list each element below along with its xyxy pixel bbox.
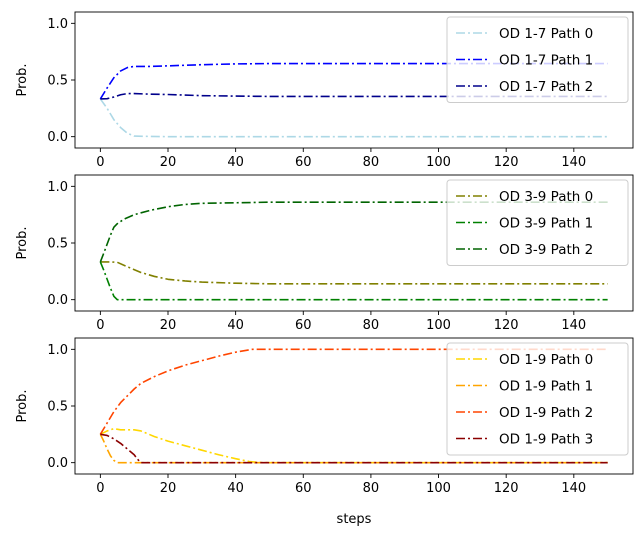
series-group bbox=[99, 348, 608, 464]
x-tick-label: 20 bbox=[160, 155, 177, 170]
legend-box bbox=[446, 342, 629, 456]
x-tick-label: 60 bbox=[295, 481, 312, 496]
legend-label: OD 3-9 Path 0 bbox=[499, 189, 593, 205]
subplot-1: 0 20 40 60 80 100 120 140 0.0 0.5 1.0 Prob. OD 1-7 P… bbox=[15, 11, 634, 170]
subplot-3: 0 20 40 60 80 100 120 140 0.0 0.5 1.0 Prob. steps OD … bbox=[15, 337, 634, 527]
x-tick-label: 20 bbox=[160, 318, 177, 333]
x-tick-label: 100 bbox=[426, 318, 451, 333]
x-tick-label: 120 bbox=[494, 155, 519, 170]
x-tick-label: 100 bbox=[426, 155, 451, 170]
y-axis-label: Prob. bbox=[15, 226, 30, 259]
legend-box bbox=[446, 16, 629, 103]
y-tick-label: 0.0 bbox=[47, 456, 68, 471]
y-tick-label: 0.5 bbox=[47, 400, 68, 415]
x-tick-label: 120 bbox=[494, 318, 519, 333]
x-tick-label: 20 bbox=[160, 481, 177, 496]
x-tick-label: 80 bbox=[363, 481, 380, 496]
x-tick-label: 100 bbox=[426, 481, 451, 496]
x-tick-label: 40 bbox=[227, 318, 244, 333]
legend: OD 1-9 Path 0 OD 1-9 Path 1 OD 1-9 Path 2 O… bbox=[446, 342, 629, 456]
x-tick-label: 0 bbox=[96, 318, 104, 333]
x-tick-label: 120 bbox=[494, 481, 519, 496]
legend-box bbox=[446, 179, 629, 266]
legend-label: OD 1-7 Path 1 bbox=[499, 53, 593, 69]
legend-label: OD 1-9 Path 0 bbox=[499, 352, 593, 368]
series-group bbox=[99, 62, 608, 138]
legend-label: OD 3-9 Path 1 bbox=[499, 216, 593, 232]
y-tick-label: 0.0 bbox=[47, 130, 68, 145]
series-line-od-3-9-path-2 bbox=[99, 201, 608, 263]
legend: OD 3-9 Path 0 OD 3-9 Path 1 OD 3-9 Path 2 bbox=[446, 179, 629, 266]
series-group bbox=[99, 201, 608, 301]
series-line-od-3-9-path-0 bbox=[100, 261, 608, 285]
y-axis-label: Prob. bbox=[15, 63, 30, 96]
x-tick-label: 60 bbox=[295, 155, 312, 170]
x-tick-label: 60 bbox=[295, 318, 312, 333]
x-tick-label: 140 bbox=[561, 481, 586, 496]
series-line-od-1-9-path-2 bbox=[99, 348, 608, 435]
legend-label: OD 1-7 Path 2 bbox=[499, 79, 593, 95]
x-tick-label: 0 bbox=[96, 481, 104, 496]
x-tick-label: 40 bbox=[227, 481, 244, 496]
x-tick-label: 0 bbox=[96, 155, 104, 170]
series-line-od-3-9-path-1 bbox=[99, 261, 608, 301]
x-tick-label: 80 bbox=[363, 155, 380, 170]
y-tick-label: 1.0 bbox=[47, 17, 68, 32]
legend-label: OD 3-9 Path 2 bbox=[499, 242, 593, 258]
series-line-od-1-9-path-0 bbox=[100, 427, 608, 464]
legend: OD 1-7 Path 0 OD 1-7 Path 1 OD 1-7 Path 2 bbox=[446, 16, 629, 103]
series-line-od-1-9-path-1 bbox=[99, 433, 608, 464]
legend-label: OD 1-9 Path 1 bbox=[499, 379, 593, 395]
legend-label: OD 1-9 Path 2 bbox=[499, 405, 593, 421]
x-tick-label: 140 bbox=[561, 318, 586, 333]
y-axis-label: Prob. bbox=[15, 389, 30, 422]
series-line-od-1-7-path-0 bbox=[99, 98, 608, 138]
y-tick-label: 0.0 bbox=[47, 293, 68, 308]
series-line-od-1-7-path-1 bbox=[99, 62, 608, 100]
legend-label: OD 1-7 Path 0 bbox=[499, 26, 593, 42]
y-tick-label: 0.5 bbox=[47, 237, 68, 252]
x-axis-label: steps bbox=[337, 512, 372, 527]
x-tick-label: 80 bbox=[363, 318, 380, 333]
y-tick-label: 1.0 bbox=[47, 180, 68, 195]
y-tick-label: 0.5 bbox=[47, 74, 68, 89]
legend-label: OD 1-9 Path 3 bbox=[499, 432, 593, 448]
x-tick-label: 140 bbox=[561, 155, 586, 170]
subplot-2: 0 20 40 60 80 100 120 140 0.0 0.5 1.0 Prob. OD 3-9 P… bbox=[15, 174, 634, 333]
y-tick-label: 1.0 bbox=[47, 343, 68, 358]
x-tick-label: 40 bbox=[227, 155, 244, 170]
series-line-od-1-7-path-2 bbox=[100, 92, 608, 100]
